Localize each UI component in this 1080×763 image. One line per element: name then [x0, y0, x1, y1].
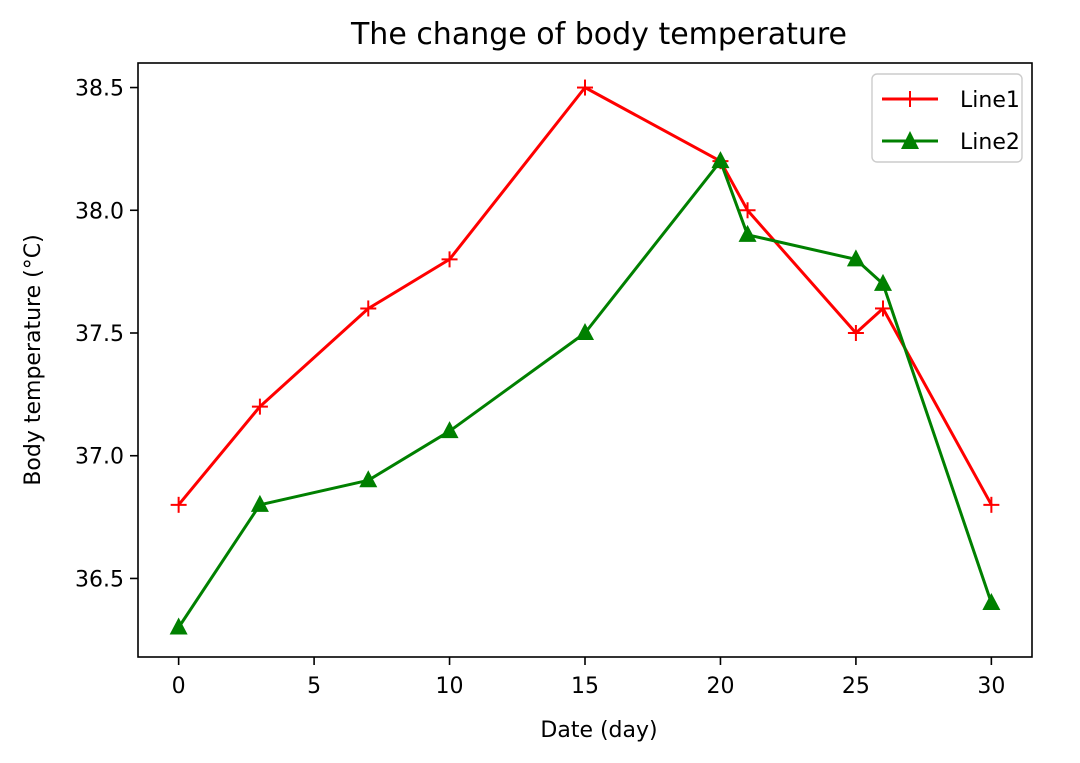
data-point-line1: [251, 398, 268, 415]
data-point-line2: [738, 224, 757, 242]
legend-line1-marker: [902, 91, 918, 107]
data-point-line1: [170, 496, 187, 513]
plot-area: [169, 79, 1001, 635]
data-point-line2: [982, 593, 1001, 610]
y-tick-label: 36.5: [75, 567, 124, 592]
series-line-2: [177, 159, 993, 629]
series-line-1: [177, 86, 993, 506]
legend-line2-marker: [901, 131, 919, 149]
data-point-line2: [440, 421, 459, 439]
data-point-line1: [360, 300, 377, 317]
x-axis-label: Date (day): [540, 718, 657, 743]
data-point-line2: [711, 151, 730, 169]
data-point-line1: [739, 202, 756, 219]
y-tick-label: 37.5: [75, 322, 124, 347]
y-axis: 36.5 37.0 37.5 38.0 38.5: [75, 77, 138, 592]
x-axis: 0 5 10 15 20 25 30: [172, 657, 1005, 699]
data-point-line2: [576, 323, 594, 340]
legend-label-line2: Line2: [960, 130, 1020, 155]
chart-title: The change of body temperature: [350, 17, 847, 52]
data-point-line1: [577, 79, 593, 96]
data-point-line2: [169, 617, 188, 635]
y-tick-label: 37.0: [75, 445, 124, 470]
x-tick-label: 10: [436, 674, 464, 699]
x-tick-label: 5: [307, 674, 321, 699]
x-tick-label: 30: [977, 674, 1005, 699]
x-tick-label: 0: [172, 674, 186, 699]
data-point-line2: [874, 273, 892, 291]
data-point-line2: [846, 249, 865, 267]
legend: Line1 Line2: [871, 73, 1023, 163]
y-tick-label: 38.0: [75, 199, 124, 224]
data-point-line2: [359, 470, 378, 488]
x-tick-label: 25: [842, 674, 870, 699]
y-tick-label: 38.5: [75, 77, 124, 102]
x-tick-label: 15: [571, 674, 599, 699]
data-point-line1: [875, 300, 891, 317]
x-tick-label: 20: [706, 674, 734, 699]
data-point-line1: [983, 496, 1000, 513]
data-point-line2: [250, 494, 269, 512]
legend-label-line1: Line1: [960, 88, 1020, 113]
data-point-line1: [441, 251, 458, 268]
y-axis-label: Body temperature (°C): [21, 234, 46, 485]
data-point-line1: [847, 325, 864, 341]
